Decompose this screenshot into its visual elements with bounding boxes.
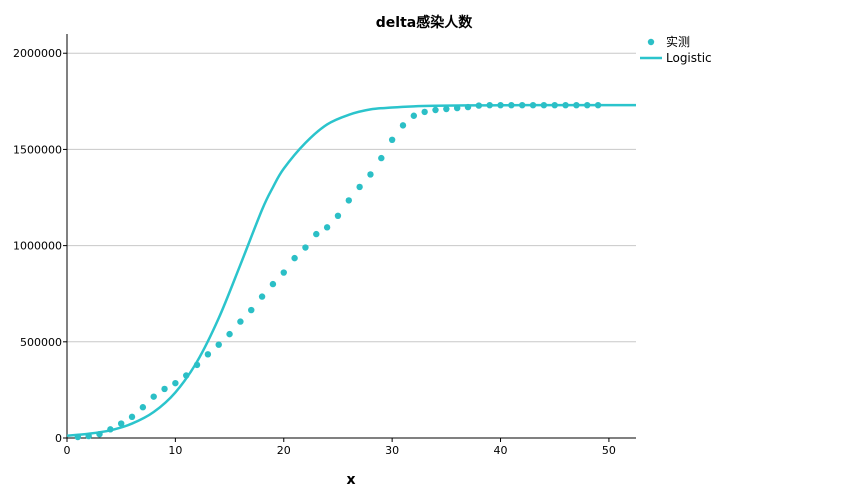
data-point (139, 404, 147, 411)
data-point (421, 108, 428, 116)
data-point (356, 183, 363, 191)
data-point (237, 318, 244, 325)
y-tick-label: 1000000 (13, 240, 62, 253)
data-point (248, 306, 255, 314)
data-point (161, 385, 168, 393)
legend-label-logistic: Logistic (666, 51, 712, 65)
data-point (378, 154, 385, 162)
data-point (193, 361, 201, 369)
data-point (399, 122, 407, 129)
data-point (204, 351, 212, 358)
data-point (107, 426, 114, 433)
y-tick-label: 0 (55, 432, 62, 445)
data-point (323, 224, 331, 231)
gridlines (67, 52, 636, 343)
axes (66, 34, 636, 439)
logistic-line (66, 103, 636, 437)
data-point (291, 254, 298, 262)
x-axis-label: x (346, 472, 355, 488)
data-point (85, 432, 92, 440)
data-point (508, 101, 515, 109)
data-point (258, 293, 266, 300)
data-point (345, 197, 352, 204)
x-tick-label: 30 (385, 444, 399, 457)
x-tick-label: 10 (168, 444, 182, 457)
x-tick-label: 0 (64, 444, 71, 457)
data-point (269, 280, 277, 288)
data-point (443, 105, 450, 113)
data-point (464, 103, 472, 111)
chart-title: delta感染人数 (376, 14, 473, 31)
data-point (551, 101, 558, 109)
data-point (150, 393, 157, 400)
y-tick-label: 500000 (20, 336, 62, 349)
legend-label-measured: 实测 (666, 34, 690, 49)
data-point (280, 269, 287, 276)
data-point (432, 106, 439, 114)
data-point (388, 136, 396, 144)
legend: 实测 Logistic (640, 34, 712, 65)
data-point (529, 101, 537, 109)
logistic-series (66, 103, 636, 437)
data-point (367, 171, 374, 178)
data-point (573, 101, 580, 109)
y-tick-label: 1500000 (13, 143, 62, 156)
data-point (453, 104, 461, 112)
x-tick-label: 40 (494, 444, 508, 457)
data-point (519, 101, 526, 109)
data-point (128, 413, 136, 421)
data-point (475, 102, 483, 109)
data-point (486, 101, 493, 109)
data-point (497, 101, 504, 109)
data-point (410, 112, 418, 119)
data-point (584, 101, 591, 109)
data-point (226, 330, 233, 338)
data-point (183, 372, 190, 379)
data-point (302, 244, 309, 251)
y-axis-ticks: 0 500000 1000000 1500000 2000000 (13, 47, 67, 445)
data-point (215, 341, 222, 348)
data-point (594, 101, 602, 109)
data-point (74, 433, 82, 441)
y-tick-label: 2000000 (13, 47, 62, 60)
x-tick-label: 50 (602, 444, 616, 457)
legend-marker-measured (647, 38, 655, 46)
data-point (96, 430, 103, 438)
x-tick-label: 20 (277, 444, 291, 457)
data-point (117, 420, 125, 427)
data-point (540, 101, 548, 109)
data-point (562, 101, 569, 109)
data-point (172, 379, 179, 387)
data-point (334, 212, 342, 219)
measured-series (74, 101, 602, 441)
data-point (313, 230, 320, 238)
x-axis-ticks: 0 10 20 30 40 50 (64, 438, 616, 457)
